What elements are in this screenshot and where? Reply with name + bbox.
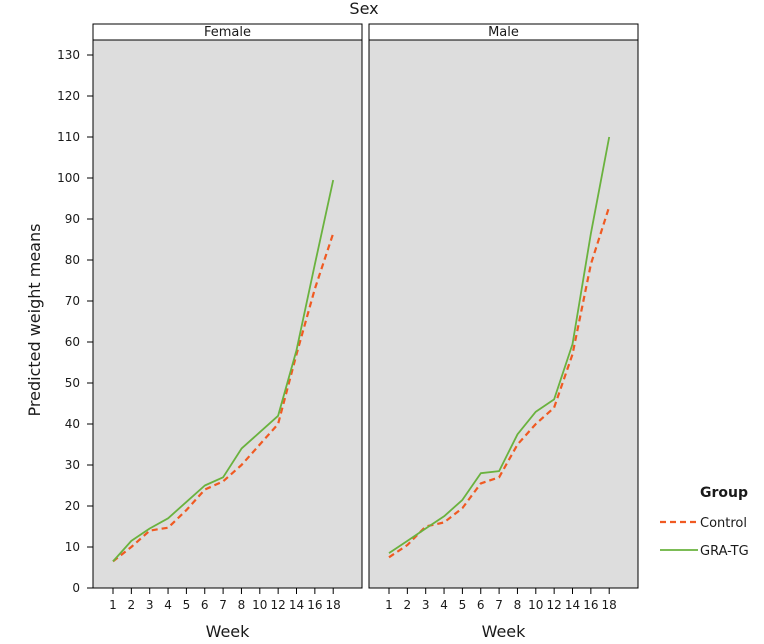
y-tick-label: 110 xyxy=(57,130,80,144)
y-tick-label: 120 xyxy=(57,89,80,103)
series-line-gra-tg xyxy=(388,136,611,554)
x-tick-label: 1 xyxy=(109,598,117,612)
x-tick-label: 5 xyxy=(183,598,191,612)
panel-plot-area xyxy=(368,39,639,589)
series-line-control xyxy=(112,233,335,563)
x-tick-label: 10 xyxy=(252,598,267,612)
y-tick-label: 70 xyxy=(65,294,80,308)
x-axis-title: Week xyxy=(206,622,251,641)
y-tick-label: 60 xyxy=(65,335,80,349)
x-tick-label: 16 xyxy=(583,598,598,612)
y-tick-label: 40 xyxy=(65,417,80,431)
x-tick-label: 1 xyxy=(385,598,393,612)
x-tick-label: 18 xyxy=(326,598,341,612)
y-tick-label: 30 xyxy=(65,458,80,472)
chart-title: Sex xyxy=(349,0,378,18)
legend-label: GRA-TG xyxy=(700,544,749,559)
y-tick-label: 90 xyxy=(65,212,80,226)
x-tick-label: 2 xyxy=(128,598,136,612)
legend-title: Group xyxy=(700,485,748,501)
x-tick-label: 8 xyxy=(514,598,522,612)
x-tick-label: 14 xyxy=(565,598,580,612)
y-tick-label: 130 xyxy=(57,48,80,62)
y-axis: 0 10 20 30 40 50 60 70 80 90 100 110 120 130 xyxy=(57,24,94,595)
y-tick-label: 20 xyxy=(65,499,80,513)
y-tick-label: 10 xyxy=(65,540,80,554)
x-axis-title: Week xyxy=(482,622,527,641)
panel-strip-label: Female xyxy=(204,25,251,40)
x-tick-label: 3 xyxy=(422,598,430,612)
series-line-control xyxy=(388,206,611,559)
x-tick-label: 7 xyxy=(495,598,503,612)
legend-label: Control xyxy=(700,516,747,531)
x-tick-label: 2 xyxy=(404,598,412,612)
x-tick-label: 5 xyxy=(459,598,467,612)
x-tick-label: 12 xyxy=(271,598,286,612)
x-tick-label: 6 xyxy=(477,598,485,612)
y-tick-label: 0 xyxy=(72,581,80,595)
x-tick-label: 4 xyxy=(440,598,448,612)
x-tick-label: 6 xyxy=(201,598,209,612)
panel-strip-label: Male xyxy=(488,25,519,40)
x-tick-label: 10 xyxy=(528,598,543,612)
x-tick-label: 12 xyxy=(547,598,562,612)
y-axis-title: Predicted weight means xyxy=(25,224,44,417)
x-tick-label: 18 xyxy=(602,598,617,612)
y-tick-label: 100 xyxy=(57,171,80,185)
y-tick-label: 80 xyxy=(65,253,80,267)
series-line-gra-tg xyxy=(112,179,335,562)
x-tick-label: 3 xyxy=(146,598,154,612)
x-tick-label: 8 xyxy=(238,598,246,612)
legend: Group Control GRA-TG xyxy=(660,485,749,559)
x-tick-label: 7 xyxy=(219,598,227,612)
x-tick-label: 4 xyxy=(164,598,172,612)
x-tick-label: 14 xyxy=(289,598,304,612)
panel-plot-area xyxy=(92,39,363,589)
y-tick-label: 50 xyxy=(65,376,80,390)
x-tick-label: 16 xyxy=(307,598,322,612)
